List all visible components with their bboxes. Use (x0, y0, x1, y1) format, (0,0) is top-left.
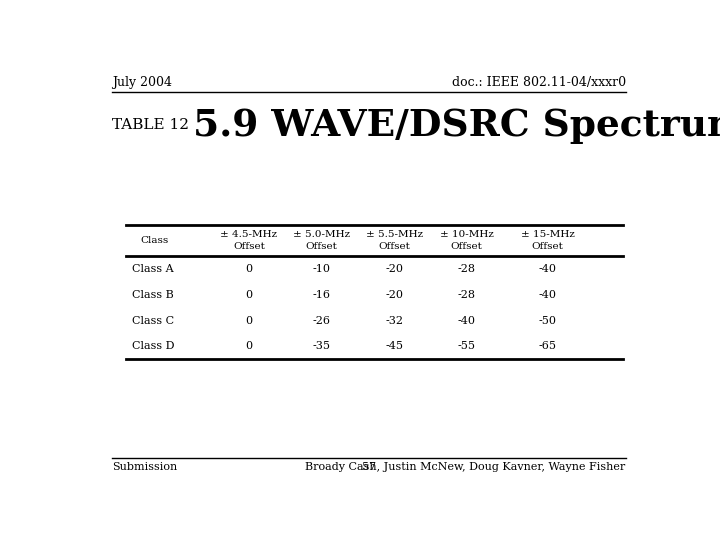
Text: -55: -55 (458, 341, 476, 352)
Text: 0: 0 (246, 341, 253, 352)
Text: Class C: Class C (132, 315, 174, 326)
Text: -28: -28 (458, 290, 476, 300)
Text: -40: -40 (539, 264, 557, 274)
Text: Class B: Class B (132, 290, 174, 300)
Text: -40: -40 (539, 290, 557, 300)
Text: -50: -50 (539, 315, 557, 326)
Text: 5.9 WAVE/DSRC Spectrum Mask: 5.9 WAVE/DSRC Spectrum Mask (193, 106, 720, 144)
Text: -20: -20 (385, 290, 403, 300)
Text: ± 10-MHz
Offset: ± 10-MHz Offset (440, 231, 494, 251)
Text: 0: 0 (246, 290, 253, 300)
Text: 0: 0 (246, 264, 253, 274)
Text: ± 5.5-MHz
Offset: ± 5.5-MHz Offset (366, 231, 423, 251)
Text: -26: -26 (312, 315, 330, 326)
Text: -28: -28 (458, 264, 476, 274)
Text: 57: 57 (362, 462, 376, 472)
Text: -32: -32 (385, 315, 403, 326)
Text: TABLE 12: TABLE 12 (112, 118, 189, 132)
Text: -20: -20 (385, 264, 403, 274)
Text: -35: -35 (312, 341, 330, 352)
Text: -16: -16 (312, 290, 330, 300)
Text: ± 4.5-MHz
Offset: ± 4.5-MHz Offset (220, 231, 278, 251)
Text: ± 5.0-MHz
Offset: ± 5.0-MHz Offset (293, 231, 350, 251)
Text: -45: -45 (385, 341, 403, 352)
Text: Broady Cash, Justin McNew, Doug Kavner, Wayne Fisher: Broady Cash, Justin McNew, Doug Kavner, … (305, 462, 626, 472)
Text: doc.: IEEE 802.11-04/xxxr0: doc.: IEEE 802.11-04/xxxr0 (451, 76, 626, 89)
Text: Class D: Class D (132, 341, 174, 352)
Text: July 2004: July 2004 (112, 76, 172, 89)
Text: -10: -10 (312, 264, 330, 274)
Text: Class: Class (140, 236, 168, 245)
Text: 0: 0 (246, 315, 253, 326)
Text: Submission: Submission (112, 462, 178, 472)
Text: -40: -40 (458, 315, 476, 326)
Text: ± 15-MHz
Offset: ± 15-MHz Offset (521, 231, 575, 251)
Text: -65: -65 (539, 341, 557, 352)
Text: Class A: Class A (132, 264, 174, 274)
